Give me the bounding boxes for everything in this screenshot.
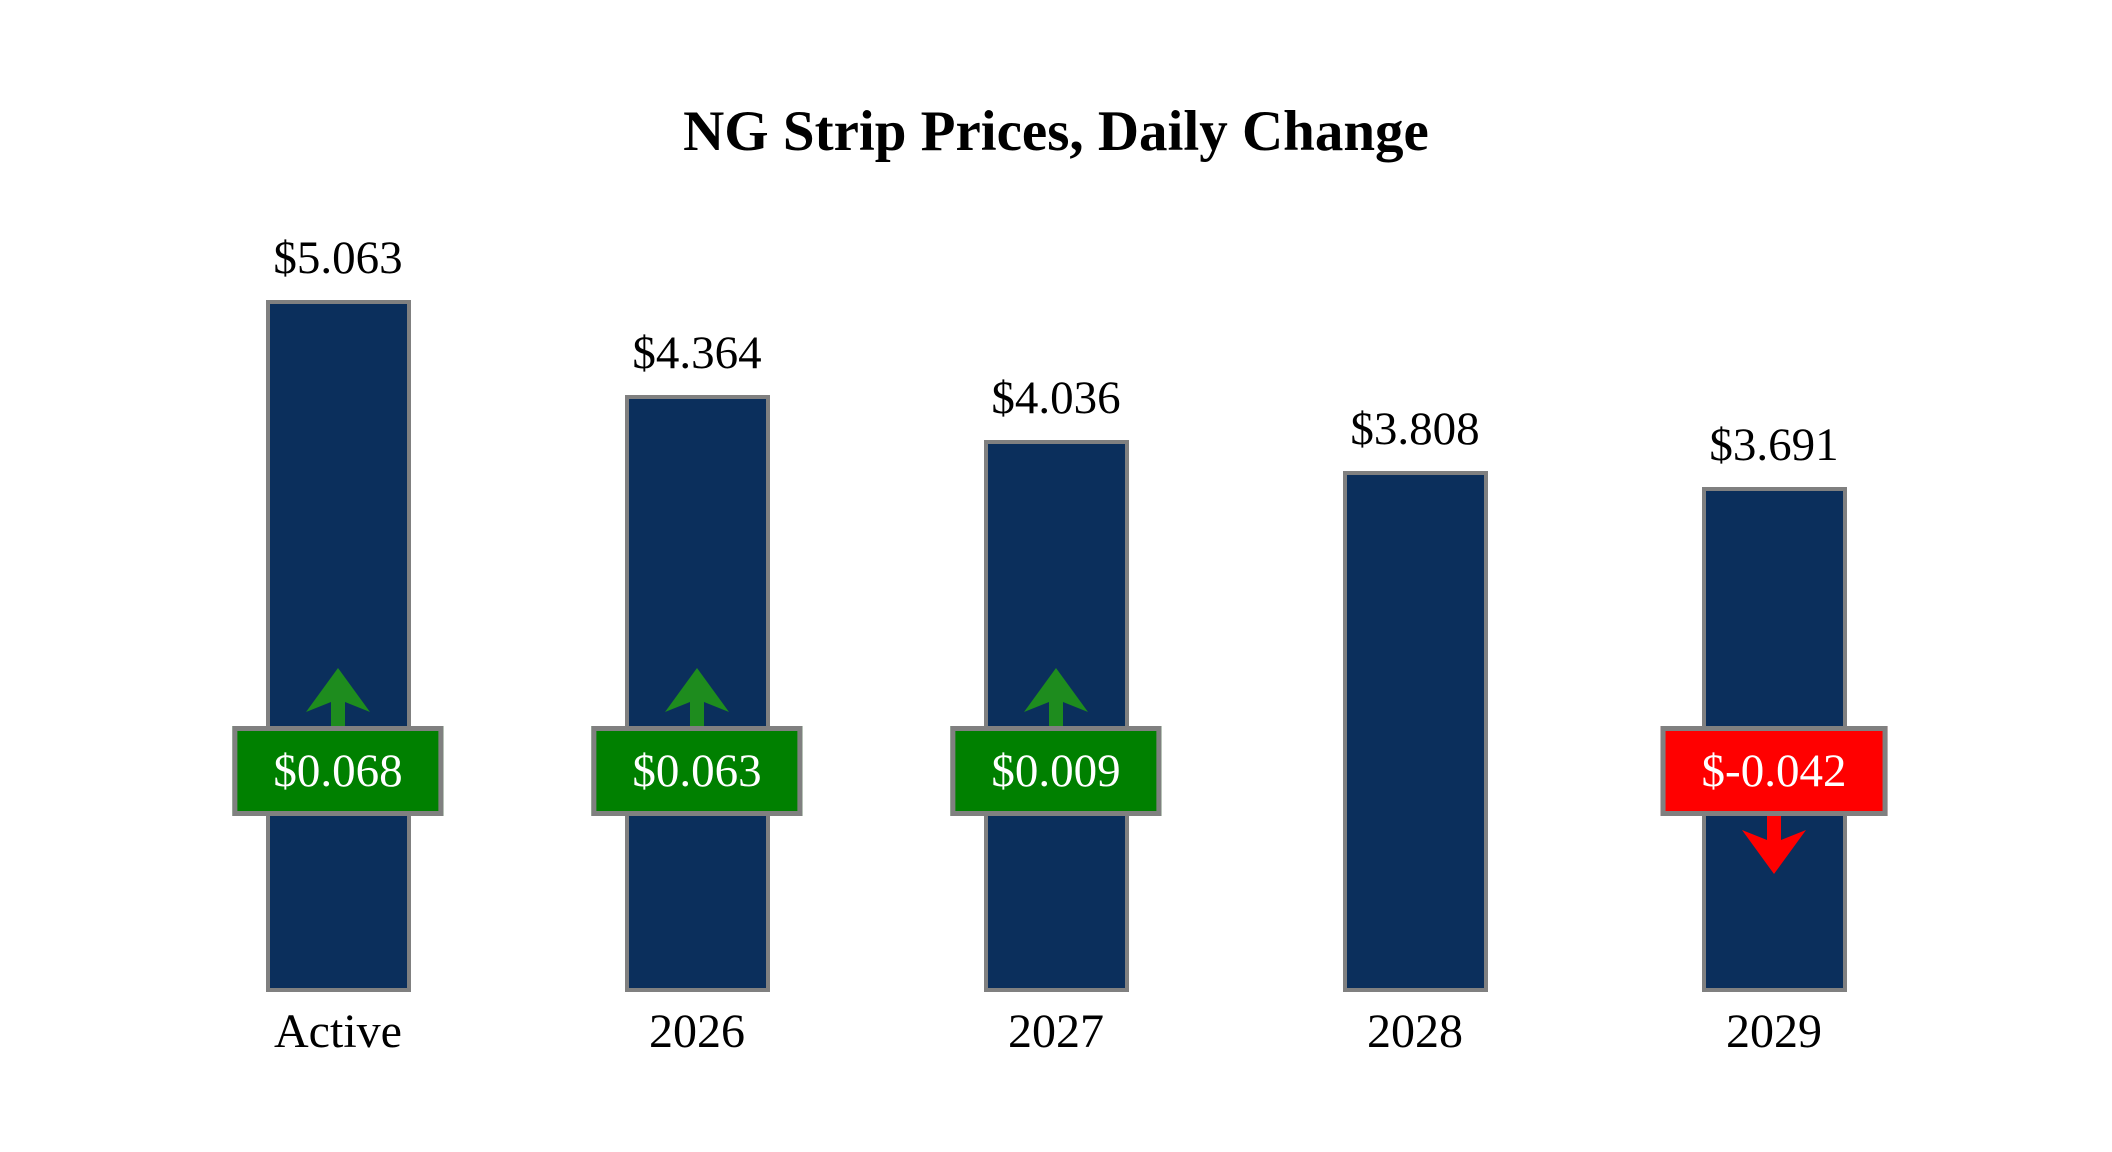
category-label: 2029 bbox=[1726, 1005, 1822, 1058]
bar bbox=[624, 395, 770, 992]
up-arrow-icon bbox=[665, 668, 729, 726]
up-arrow-icon bbox=[1024, 668, 1088, 726]
bar-value-label: $4.036 bbox=[991, 372, 1121, 425]
category-label: 2027 bbox=[1008, 1005, 1104, 1058]
bar-value-label: $5.063 bbox=[273, 231, 403, 284]
daily-change-badge: $-0.042 bbox=[1660, 726, 1888, 816]
daily-change-badge: $0.009 bbox=[950, 726, 1162, 816]
chart-title: NG Strip Prices, Daily Change bbox=[683, 100, 1429, 163]
daily-change-badge: $0.063 bbox=[591, 726, 803, 816]
bar bbox=[1342, 471, 1488, 992]
category-label: 2028 bbox=[1367, 1005, 1463, 1058]
category-label: 2026 bbox=[649, 1005, 745, 1058]
bar bbox=[265, 299, 411, 992]
bar-value-label: $3.691 bbox=[1709, 419, 1839, 472]
category-label: Active bbox=[274, 1005, 402, 1058]
down-arrow-icon bbox=[1742, 816, 1806, 874]
daily-change-badge: $0.068 bbox=[232, 726, 444, 816]
bar-value-label: $3.808 bbox=[1350, 403, 1480, 456]
bar-value-label: $4.364 bbox=[632, 327, 762, 380]
up-arrow-icon bbox=[306, 668, 370, 726]
